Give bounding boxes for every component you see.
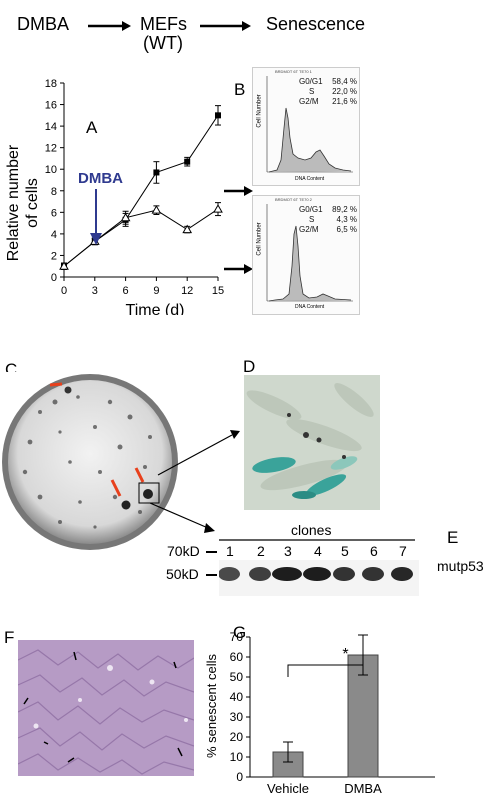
significance-bracket xyxy=(287,664,364,677)
senescence-staining-photo xyxy=(18,640,194,776)
significance-star: * xyxy=(342,646,348,663)
panel-label-a: A xyxy=(86,118,98,137)
data-point-square xyxy=(153,169,160,176)
blot-band xyxy=(333,567,355,581)
blot-band xyxy=(249,567,271,581)
g-y-tick-label: 10 xyxy=(230,750,244,764)
g-y-axis-label: % senescent cells xyxy=(204,653,219,758)
petri-dish-photo xyxy=(0,372,180,552)
g-y-tick-label: 0 xyxy=(236,770,243,784)
panel-label-e: E xyxy=(447,528,459,547)
x-axis-label: Time (d) xyxy=(126,302,185,315)
facs-histogram-top: BRDMOT 6T TE70 1 G0/G1 58,4 % S 22,0 % G2/… xyxy=(252,67,360,186)
lane-label: 1 xyxy=(226,543,234,559)
x-tick-label: 12 xyxy=(181,285,193,297)
lane-label: 3 xyxy=(284,543,292,559)
x-tick-label: 9 xyxy=(153,285,159,297)
g-y-tick-label: 20 xyxy=(230,730,244,744)
y-tick-label: 14 xyxy=(45,121,57,133)
marker-70kd: 70kD xyxy=(167,543,200,559)
g-y-tick-label: 70 xyxy=(230,630,244,644)
western-blot xyxy=(219,560,419,596)
g-y-tick-label: 50 xyxy=(230,670,244,684)
y-tick-label: 18 xyxy=(45,78,57,90)
marker-50kd: 50kD xyxy=(166,566,199,582)
flow-arrows xyxy=(88,21,251,31)
facs-top-yaxis: Cell Number xyxy=(256,94,263,128)
facs-top-title: BRDMOT 6T TE70 1 xyxy=(275,69,312,74)
lane-label: 5 xyxy=(341,543,349,559)
y-tick-label: 12 xyxy=(45,143,57,155)
flow-dmba: DMBA xyxy=(17,14,70,34)
lane-label: 2 xyxy=(257,543,265,559)
y-axis-label-2: of cells xyxy=(24,178,41,228)
data-point-square xyxy=(215,112,221,119)
g-y-tick-label: 30 xyxy=(230,710,244,724)
x-tick-label: 6 xyxy=(123,285,129,297)
x-tick-label: 15 xyxy=(212,285,224,297)
g-category-label: Vehicle xyxy=(267,781,309,796)
g-category-label: DMBA xyxy=(344,781,382,796)
lane-labels: 1 2 3 4 5 6 7 xyxy=(220,543,420,561)
blot-band xyxy=(219,567,240,581)
data-point-triangle xyxy=(151,205,162,214)
blot-band xyxy=(272,567,302,581)
y-tick-label: 16 xyxy=(45,100,57,112)
data-point-triangle xyxy=(182,224,193,234)
clones-label: clones xyxy=(291,522,332,538)
dmba-annotation: DMBA xyxy=(78,170,123,187)
series-line-1 xyxy=(63,115,219,267)
chart-to-facs-arrows xyxy=(224,186,253,274)
blot-band xyxy=(362,567,384,581)
y-tick-label: 10 xyxy=(45,164,57,176)
data-point-triangle xyxy=(213,204,223,213)
g-y-tick-label: 60 xyxy=(230,650,244,664)
facs-bottom-title: BRDMOT 6T TE70 2 xyxy=(275,197,312,202)
beta-gal-staining-photo xyxy=(244,375,380,510)
protein-label: mutp53 xyxy=(437,558,484,574)
flow-wt: (WT) xyxy=(143,33,183,53)
clones-bracket xyxy=(219,539,415,541)
data-point-triangle xyxy=(120,212,131,222)
panel-label-b: B xyxy=(234,80,246,99)
y-tick-label: 2 xyxy=(51,250,57,262)
y-axis-label-1: Relative number xyxy=(5,144,22,261)
flow-mefs: MEFs xyxy=(140,14,187,34)
y-tick-label: 6 xyxy=(51,207,57,219)
panel-label-g: G xyxy=(233,623,247,642)
marker-ticks xyxy=(206,551,217,576)
panel-label-f: F xyxy=(4,628,15,647)
x-tick-label: 3 xyxy=(92,285,98,297)
lane-label: 7 xyxy=(399,543,407,559)
g-y-tick-label: 40 xyxy=(230,690,244,704)
growth-curve-chart: Relative number of cells Time (d) 0 2 4 6 8 1… xyxy=(5,78,224,315)
facs-histogram-bottom: BRDMOT 6T TE70 2 G0/G1 89,2 % S 4,3 % G2/M… xyxy=(252,195,360,315)
facs-top-xaxis: DNA Content xyxy=(295,176,325,182)
lane-label: 4 xyxy=(314,543,322,559)
data-point-triangle xyxy=(59,261,69,270)
flow-senescence: Senescence xyxy=(266,14,366,34)
x-tick-label: 0 xyxy=(61,285,67,297)
blot-band xyxy=(303,567,331,581)
y-tick-label: 4 xyxy=(51,229,57,241)
facs-top-stats: G0/G1 58,4 % S 22,0 % G2/M 21,6 % xyxy=(299,77,357,106)
blot-band xyxy=(391,567,413,581)
dmba-arrow-head xyxy=(90,233,102,245)
facs-bottom-xaxis: DNA Content xyxy=(295,304,325,310)
dish-to-panel-arrows xyxy=(150,430,240,533)
y-tick-label: 8 xyxy=(51,186,57,198)
data-point-square xyxy=(184,158,191,165)
panel-label-d: D xyxy=(243,357,256,376)
y-tick-label: 0 xyxy=(51,272,57,284)
facs-bottom-stats: G0/G1 89,2 % S 4,3 % G2/M 6,5 % xyxy=(299,205,357,234)
series-line-2 xyxy=(63,208,219,267)
facs-bottom-yaxis: Cell Number xyxy=(256,222,263,256)
senescent-cells-bar-chart: % senescent cells 0 10 20 30 40 50 60 70 Vehicle… xyxy=(204,630,435,796)
lane-label: 6 xyxy=(370,543,378,559)
